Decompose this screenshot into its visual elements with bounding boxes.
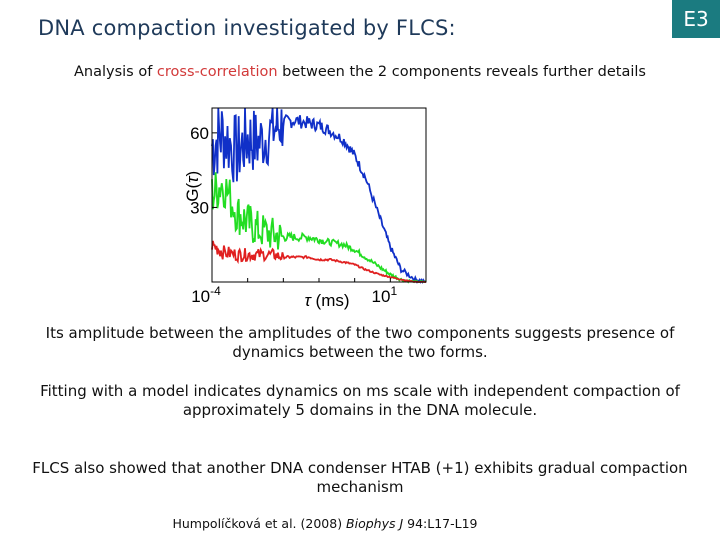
series-line-3 xyxy=(211,240,426,283)
paragraph-htab: FLCS also showed that another DNA conden… xyxy=(32,459,688,496)
y-tick-label: 30 xyxy=(190,198,209,217)
x-axis-label: τ (ms) xyxy=(304,291,349,310)
correlation-chart: 30 60 10-4 101 τ (ms) G(τ) xyxy=(183,107,427,310)
slide-number-badge: E3 xyxy=(672,0,720,38)
paragraph-fitting: Fitting with a model indicates dynamics … xyxy=(40,382,680,419)
series-line-1 xyxy=(211,107,426,285)
slide-title: DNA compaction investigated by FLCS: xyxy=(38,16,456,40)
y-tick-label: 60 xyxy=(190,124,209,143)
subtitle-text-end: between the 2 components reveals further… xyxy=(277,64,646,80)
x-tick-label: 101 xyxy=(372,284,398,306)
series-line-2 xyxy=(211,172,427,284)
reference-authors: Humpolíčková et al. (2008) xyxy=(172,516,347,531)
x-tick-label: 10-4 xyxy=(191,284,221,306)
subtitle-highlight: cross-correlation xyxy=(156,64,278,80)
slide-subtitle: Analysis of cross-correlation between th… xyxy=(0,64,720,80)
reference: Humpolíčková et al. (2008) Biophys J 94:… xyxy=(0,516,650,531)
paragraph-amplitude: Its amplitude between the amplitudes of … xyxy=(45,324,675,361)
reference-volume: 94:L17-L19 xyxy=(403,516,478,531)
subtitle-text-start: Analysis of xyxy=(73,64,157,80)
reference-journal: Biophys J xyxy=(346,516,404,531)
y-axis-label: G(τ) xyxy=(183,171,202,202)
